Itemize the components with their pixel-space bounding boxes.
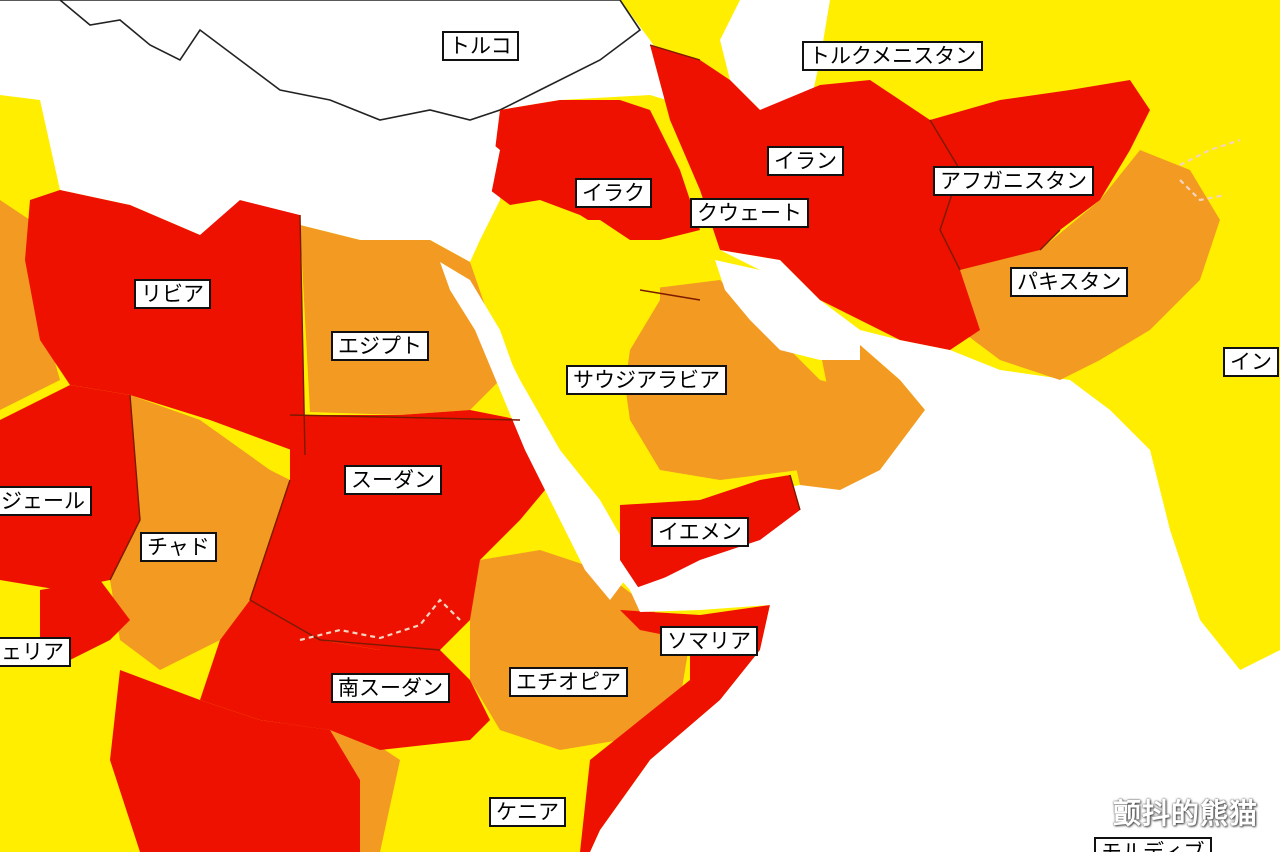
- arabian-sea: [600, 370, 1280, 852]
- libya-region: [25, 190, 305, 455]
- india-region: [1100, 200, 1280, 670]
- label-somalia: ソマリア: [660, 626, 758, 656]
- label-ethiopia: エチオピア: [509, 667, 628, 697]
- label-maldives: モルディブ: [1094, 837, 1212, 852]
- label-niger: ジェール: [0, 486, 92, 516]
- label-yemen: イエメン: [651, 517, 749, 547]
- saudi-west-yellow: [500, 220, 660, 460]
- pakistan-region: [960, 150, 1220, 380]
- border-lines: [109, 44, 1061, 651]
- label-turkey: トルコ: [442, 31, 519, 61]
- label-libya: リビア: [134, 279, 211, 309]
- label-egypt: エジプト: [331, 331, 429, 361]
- label-nigeria: ェリア: [0, 637, 71, 667]
- label-iraq: イラク: [575, 178, 652, 208]
- label-afghanistan: アフガニスタン: [933, 166, 1094, 196]
- kashmir-border: [1179, 138, 1241, 202]
- label-kuwait: クウェート: [690, 198, 809, 228]
- turkmenistan-white: [720, 0, 830, 110]
- label-chad: チャド: [140, 532, 217, 562]
- europe-landmass: [0, 0, 642, 121]
- watermark: 颤抖的熊猫: [1112, 797, 1258, 830]
- gulf-of-aden: [630, 480, 960, 612]
- sudan-region: [250, 410, 545, 650]
- label-turkmenistan: トルクメニスタン: [802, 41, 984, 71]
- south-sudan-border: [299, 598, 461, 642]
- label-iran: イラン: [767, 146, 844, 176]
- label-sudan: スーダン: [344, 465, 442, 495]
- west-africa-orange: [0, 200, 60, 410]
- persian-gulf: [715, 260, 860, 360]
- label-india: イン: [1223, 347, 1279, 377]
- oman-region: [790, 345, 925, 490]
- label-kenya: ケニア: [489, 797, 566, 827]
- red-sea: [440, 262, 625, 600]
- label-saudi-arabia: サウジアラビア: [566, 365, 727, 395]
- somalia-region: [580, 605, 770, 852]
- iran-region: [650, 45, 980, 350]
- mediterranean-sea: [60, 22, 500, 250]
- car-region: [110, 670, 360, 852]
- label-pakistan: パキスタン: [1010, 267, 1129, 297]
- label-south-sudan: 南スーダン: [331, 673, 450, 703]
